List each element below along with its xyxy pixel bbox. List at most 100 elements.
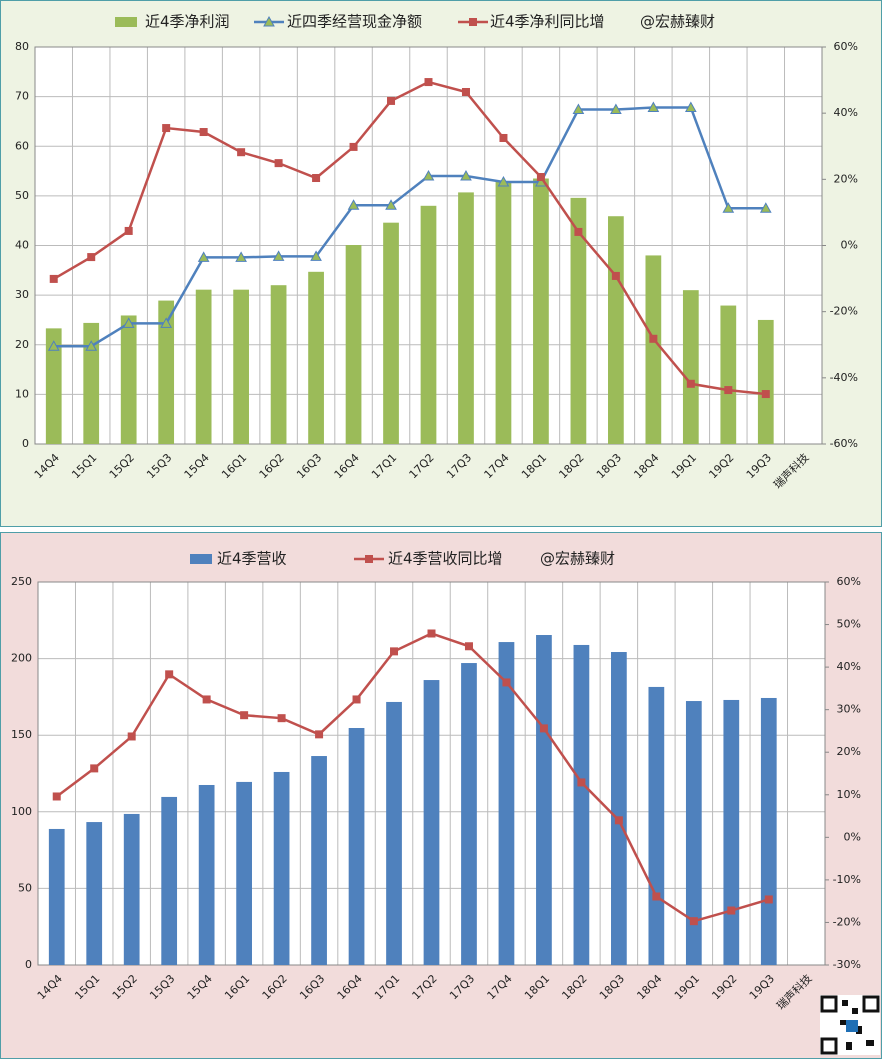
bar [648,686,665,965]
bar [161,796,178,965]
line [55,632,770,923]
bar [236,781,252,965]
y-tick-label: 50 [18,881,32,894]
annotation: @宏赫臻财 [640,13,715,31]
bar [720,305,737,444]
line [53,80,766,396]
y2-tick-label: 0% [844,830,861,843]
marker [761,390,770,399]
legend-label: 近4季净利同比增 [490,13,605,31]
bar [420,205,437,444]
marker [352,695,361,704]
marker [85,340,98,351]
bar [423,680,440,965]
bar [83,322,100,444]
bar [685,701,702,965]
marker [235,251,247,262]
bar [311,756,327,965]
y2-tick-label: 40% [834,106,858,119]
y-tick-label: 200 [11,652,32,665]
bar [308,271,324,444]
marker [764,895,773,904]
legend-marker [263,15,275,27]
qr-code [820,995,880,1055]
y2-tick-label: 60% [837,575,861,588]
marker [684,101,697,113]
y-tick-label: 150 [11,728,32,741]
bar [570,197,587,444]
marker [347,199,360,210]
y2-tick-label: 20% [837,745,861,758]
marker [649,334,658,343]
marker [162,124,171,133]
y2-tick-label: -10% [833,873,861,886]
y-tick-label: 80 [15,40,29,53]
bar [682,290,699,444]
bar [458,192,474,444]
y2-tick-label: -60% [830,437,858,450]
marker [424,78,433,87]
marker [647,101,660,113]
y2-tick-label: -30% [833,958,861,971]
y2-tick-label: 50% [837,618,861,631]
marker [385,199,397,210]
bar [760,697,777,965]
marker [312,174,321,183]
marker [197,251,210,262]
legend-label: 近四季经营现金净额 [287,13,422,31]
marker [199,128,208,137]
marker [572,103,585,115]
bar [498,642,515,965]
marker [390,647,399,656]
marker [759,202,772,213]
bar [158,300,175,444]
y2-tick-label: -20% [833,915,861,928]
marker [499,133,508,142]
y2-tick-label: 20% [834,172,858,185]
legend-marker [365,555,373,563]
marker [422,169,435,181]
y2-tick-label: 60% [834,40,858,53]
y2-tick-label: 30% [837,703,861,716]
bar [348,727,365,965]
bar [45,328,62,444]
marker [611,271,620,280]
bar [273,771,290,965]
y2-tick-label: 40% [837,660,861,673]
marker [724,386,733,395]
marker [240,711,249,720]
marker [536,173,545,182]
marker [272,250,285,261]
marker [349,142,358,151]
line [53,106,766,348]
y-tick-label: 40 [15,239,29,252]
legend-marker [469,18,477,26]
marker [614,816,623,825]
bar [120,315,137,444]
annotation: @宏赫臻财 [540,550,615,568]
bar [270,285,287,444]
y-tick-label: 0 [22,437,29,450]
marker [574,227,583,236]
y-tick-label: 10 [15,387,29,400]
bar [461,663,477,965]
marker [315,730,324,739]
y-tick-label: 20 [15,338,29,351]
bar [495,180,512,445]
marker [165,670,174,679]
y-tick-label: 250 [11,575,32,588]
marker [202,695,211,704]
marker [427,629,436,638]
bar [383,222,399,444]
marker [610,103,622,115]
marker [461,87,470,96]
bar [345,245,362,444]
bar [536,635,552,965]
y-tick-label: 100 [11,805,32,818]
marker [464,642,473,651]
bar [533,178,549,444]
marker [47,340,60,351]
legend-label: 近4季营收同比增 [388,550,503,568]
marker [502,678,511,687]
